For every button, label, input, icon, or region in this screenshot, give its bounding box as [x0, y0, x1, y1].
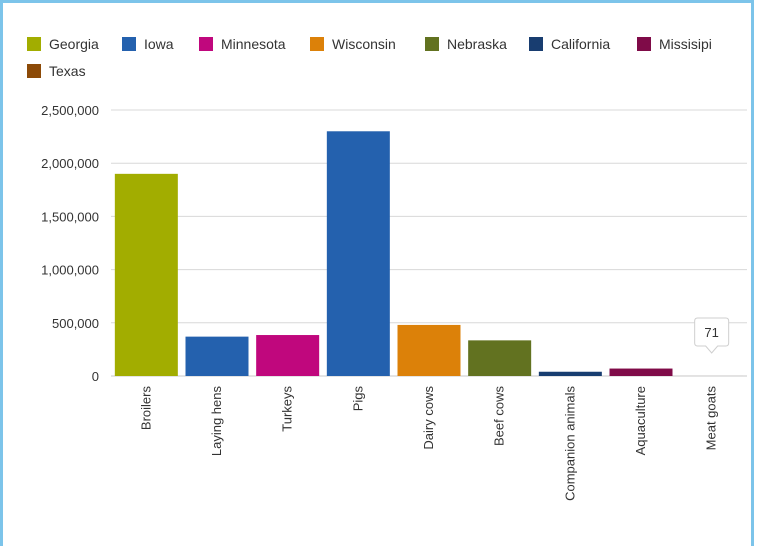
x-axis: Broilers Laying hens Turkeys Pigs Dairy cows…	[138, 386, 718, 501]
legend-label: California	[551, 36, 610, 52]
x-tick-label: Meat goats	[704, 386, 719, 451]
y-tick-label: 2,500,000	[41, 103, 99, 118]
bar-aquaculture[interactable]	[610, 369, 673, 376]
bar-chart: Georgia Iowa Minnesota Wisconsin Nebraska Cal…	[3, 3, 760, 549]
legend-label: Minnesota	[221, 36, 286, 52]
legend-swatch	[199, 37, 213, 51]
bar-laying-hens[interactable]	[186, 337, 249, 376]
y-tick-label: 2,000,000	[41, 156, 99, 171]
tooltip: 71	[695, 318, 729, 353]
legend[interactable]: Georgia Iowa Minnesota Wisconsin Nebraska Cal…	[27, 36, 712, 79]
legend-label: Iowa	[144, 36, 174, 52]
legend-item-missisipi[interactable]: Missisipi	[637, 36, 712, 52]
bar-turkeys[interactable]	[256, 335, 319, 376]
x-tick-label: Pigs	[350, 386, 365, 412]
y-tick-label: 0	[92, 369, 99, 384]
legend-swatch	[637, 37, 651, 51]
legend-swatch	[27, 64, 41, 78]
legend-swatch	[310, 37, 324, 51]
y-tick-label: 500,000	[52, 316, 99, 331]
legend-item-texas[interactable]: Texas	[27, 63, 86, 79]
legend-item-iowa[interactable]: Iowa	[122, 36, 174, 52]
legend-item-nebraska[interactable]: Nebraska	[425, 36, 507, 52]
x-tick-label: Turkeys	[280, 386, 295, 432]
legend-label: Nebraska	[447, 36, 507, 52]
legend-item-minnesota[interactable]: Minnesota	[199, 36, 286, 52]
x-tick-label: Laying hens	[209, 386, 224, 457]
legend-swatch	[122, 37, 136, 51]
bar-broilers[interactable]	[115, 174, 178, 376]
x-tick-label: Beef cows	[492, 386, 507, 446]
legend-swatch	[27, 37, 41, 51]
y-tick-label: 1,000,000	[41, 263, 99, 278]
bar-pigs[interactable]	[327, 131, 390, 376]
x-tick-label: Aquaculture	[633, 386, 648, 455]
legend-item-california[interactable]: California	[529, 36, 610, 52]
legend-label: Georgia	[49, 36, 99, 52]
bars	[115, 131, 743, 376]
legend-swatch	[529, 37, 543, 51]
bar-companion-animals[interactable]	[539, 372, 602, 376]
legend-label: Texas	[49, 63, 86, 79]
x-tick-label: Dairy cows	[421, 386, 436, 450]
legend-item-georgia[interactable]: Georgia	[27, 36, 99, 52]
x-tick-label: Broilers	[138, 386, 153, 431]
bar-beef-cows[interactable]	[468, 340, 531, 376]
legend-swatch	[425, 37, 439, 51]
legend-item-wisconsin[interactable]: Wisconsin	[310, 36, 396, 52]
tooltip-label: 71	[704, 325, 718, 340]
x-tick-label: Companion animals	[562, 386, 577, 501]
legend-label: Wisconsin	[332, 36, 396, 52]
legend-label: Missisipi	[659, 36, 712, 52]
y-tick-label: 1,500,000	[41, 209, 99, 224]
bar-dairy-cows[interactable]	[398, 325, 461, 376]
